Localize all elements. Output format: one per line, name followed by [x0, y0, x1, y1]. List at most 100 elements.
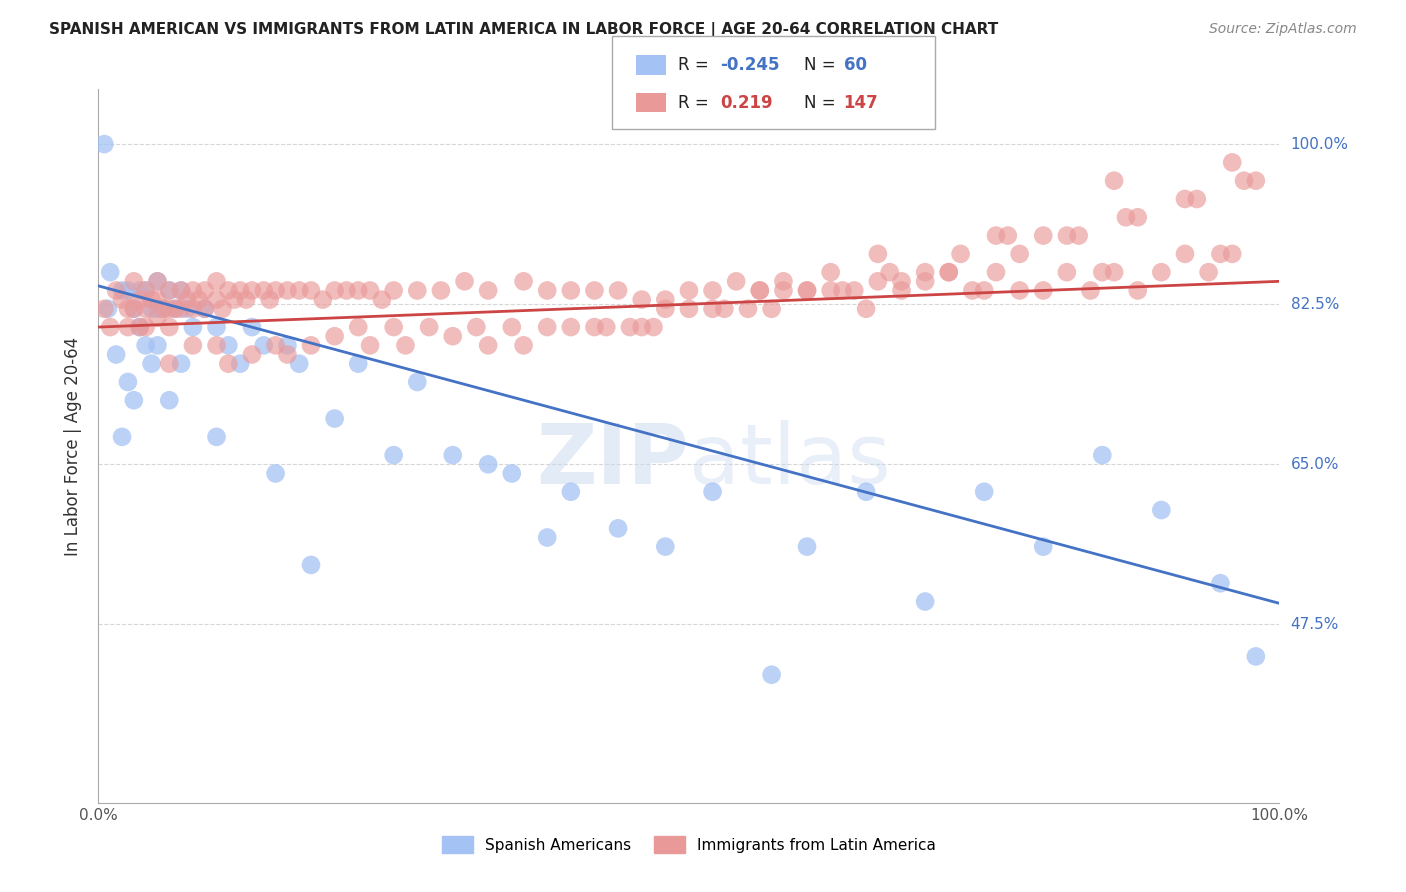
Point: [264, 467, 287, 481]
Point: [371, 293, 394, 307]
Point: [713, 301, 735, 316]
Point: [312, 293, 335, 307]
Point: [111, 430, 134, 444]
Point: [796, 540, 818, 554]
Point: [560, 484, 582, 499]
Point: [235, 293, 257, 307]
Point: [217, 357, 239, 371]
Point: [122, 301, 145, 316]
Text: R =: R =: [678, 94, 714, 112]
Point: [93, 301, 115, 316]
Point: [406, 284, 429, 298]
Point: [335, 284, 357, 298]
Point: [135, 320, 157, 334]
Point: [165, 301, 187, 316]
Point: [276, 347, 298, 361]
Point: [382, 284, 405, 298]
Point: [205, 430, 228, 444]
Point: [914, 594, 936, 608]
Point: [796, 284, 818, 298]
Point: [678, 301, 700, 316]
Point: [122, 301, 145, 316]
Point: [170, 357, 193, 371]
Point: [796, 284, 818, 298]
Point: [654, 293, 676, 307]
Point: [205, 338, 228, 352]
Point: [465, 320, 488, 334]
Point: [146, 274, 169, 288]
Text: 60: 60: [844, 56, 866, 74]
Text: SPANISH AMERICAN VS IMMIGRANTS FROM LATIN AMERICA IN LABOR FORCE | AGE 20-64 COR: SPANISH AMERICAN VS IMMIGRANTS FROM LATI…: [49, 22, 998, 38]
Point: [890, 284, 912, 298]
Point: [1126, 284, 1149, 298]
Point: [276, 284, 298, 298]
Point: [217, 284, 239, 298]
Point: [264, 338, 287, 352]
Point: [253, 338, 276, 352]
Point: [323, 329, 346, 343]
Point: [855, 301, 877, 316]
Point: [583, 284, 606, 298]
Point: [122, 274, 145, 288]
Point: [128, 320, 150, 334]
Point: [560, 320, 582, 334]
Point: [128, 284, 150, 298]
Point: [323, 411, 346, 425]
Point: [211, 301, 233, 316]
Text: 100.0%: 100.0%: [1291, 136, 1348, 152]
Point: [512, 274, 534, 288]
Point: [181, 338, 204, 352]
Point: [1220, 155, 1243, 169]
Point: [299, 338, 322, 352]
Point: [97, 301, 120, 316]
Point: [181, 320, 204, 334]
Point: [128, 320, 150, 334]
Point: [276, 338, 298, 352]
Point: [536, 284, 558, 298]
Point: [761, 667, 783, 681]
Point: [146, 338, 169, 352]
Point: [157, 301, 180, 316]
Text: 82.5%: 82.5%: [1291, 297, 1339, 311]
Point: [737, 301, 759, 316]
Point: [1032, 228, 1054, 243]
Point: [117, 375, 139, 389]
Text: R =: R =: [678, 56, 714, 74]
Point: [890, 274, 912, 288]
Point: [406, 375, 429, 389]
Point: [146, 274, 169, 288]
Point: [288, 357, 311, 371]
Point: [1209, 247, 1232, 261]
Point: [501, 320, 523, 334]
Point: [359, 284, 381, 298]
Point: [879, 265, 901, 279]
Point: [725, 274, 748, 288]
Point: [1091, 448, 1114, 462]
Point: [973, 284, 995, 298]
Point: [1174, 247, 1197, 261]
Point: [264, 284, 287, 298]
Point: [1233, 174, 1256, 188]
Point: [914, 265, 936, 279]
Point: [501, 467, 523, 481]
Point: [253, 284, 276, 298]
Point: [761, 301, 783, 316]
Point: [117, 284, 139, 298]
Point: [1032, 540, 1054, 554]
Point: [146, 310, 169, 325]
Point: [382, 448, 405, 462]
Point: [1244, 174, 1267, 188]
Point: [170, 301, 193, 316]
Point: [105, 284, 128, 298]
Point: [194, 284, 217, 298]
Text: 147: 147: [844, 94, 879, 112]
Point: [135, 338, 157, 352]
Point: [820, 265, 842, 279]
Point: [194, 301, 217, 316]
Point: [157, 393, 180, 408]
Point: [224, 293, 246, 307]
Legend: Spanish Americans, Immigrants from Latin America: Spanish Americans, Immigrants from Latin…: [436, 830, 942, 859]
Text: ZIP: ZIP: [537, 420, 689, 500]
Point: [105, 347, 128, 361]
Point: [997, 228, 1019, 243]
